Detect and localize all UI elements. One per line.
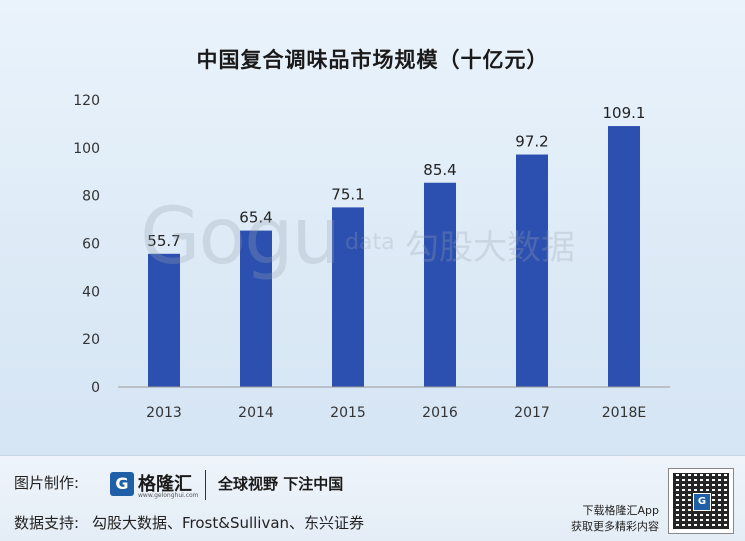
- made-by-label: 图片制作:: [14, 474, 80, 492]
- bars: [148, 126, 640, 388]
- y-tick-label: 60: [82, 237, 100, 253]
- source-label: 数据支持:: [14, 514, 80, 532]
- x-tick-label-2018E: 2018E: [602, 405, 646, 421]
- y-tick-label: 100: [73, 141, 100, 157]
- slogan: 全球视野 下注中国: [218, 475, 344, 493]
- value-label-2018E: 109.1: [603, 104, 646, 122]
- x-axis: 2013 2014 2015 2016 2017 2018E: [118, 386, 670, 421]
- chart-canvas: 0 20 40 60 80 100 120 55.7 65.4 75.1 85.4 97.2 109.…: [73, 93, 670, 421]
- download-line2: 获取更多精彩内容: [571, 520, 659, 533]
- x-tick-label-2017: 2017: [514, 405, 550, 421]
- y-tick-label: 80: [82, 189, 100, 205]
- y-tick-label: 20: [82, 332, 100, 348]
- qr-logo-icon: G: [693, 493, 711, 511]
- qr-code[interactable]: G: [668, 468, 734, 534]
- logo-name: 格隆汇: [138, 474, 192, 495]
- value-label-2015: 75.1: [331, 185, 364, 203]
- value-label-2016: 85.4: [423, 161, 456, 179]
- logo-url: www.gelonghui.com: [138, 492, 199, 499]
- footer: 图片制作: G 格隆汇 www.gelonghui.com 全球视野 下注中国 …: [0, 455, 745, 541]
- y-tick-label: 120: [73, 93, 100, 109]
- bar-2015: [332, 207, 364, 387]
- x-tick-label-2013: 2013: [146, 405, 182, 421]
- value-label-2017: 97.2: [515, 133, 548, 151]
- bar-2014: [240, 230, 272, 387]
- x-tick-label-2015: 2015: [330, 405, 366, 421]
- value-labels: 55.7 65.4 75.1 85.4 97.2 109.1: [147, 104, 645, 250]
- x-tick-label-2014: 2014: [238, 405, 274, 421]
- y-tick-label: 40: [82, 284, 100, 300]
- y-tick-label: 0: [91, 380, 100, 396]
- bar-2013: [148, 253, 180, 387]
- x-tick-label-2016: 2016: [422, 405, 458, 421]
- download-line1: 下载格隆汇App: [582, 504, 660, 517]
- y-axis: 0 20 40 60 80 100 120: [73, 93, 100, 396]
- gelonghui-logo-icon: G: [110, 472, 134, 496]
- chart-title: 中国复合调味品市场规模（十亿元）: [196, 48, 549, 72]
- footer-divider: [205, 470, 206, 500]
- source-text: 勾股大数据、Frost&Sullivan、东兴证券: [92, 514, 365, 532]
- value-label-2014: 65.4: [239, 209, 272, 227]
- bar-2017: [516, 154, 548, 387]
- bar-2018E: [608, 126, 640, 388]
- value-label-2013: 55.7: [147, 232, 180, 250]
- bar-2016: [424, 182, 456, 387]
